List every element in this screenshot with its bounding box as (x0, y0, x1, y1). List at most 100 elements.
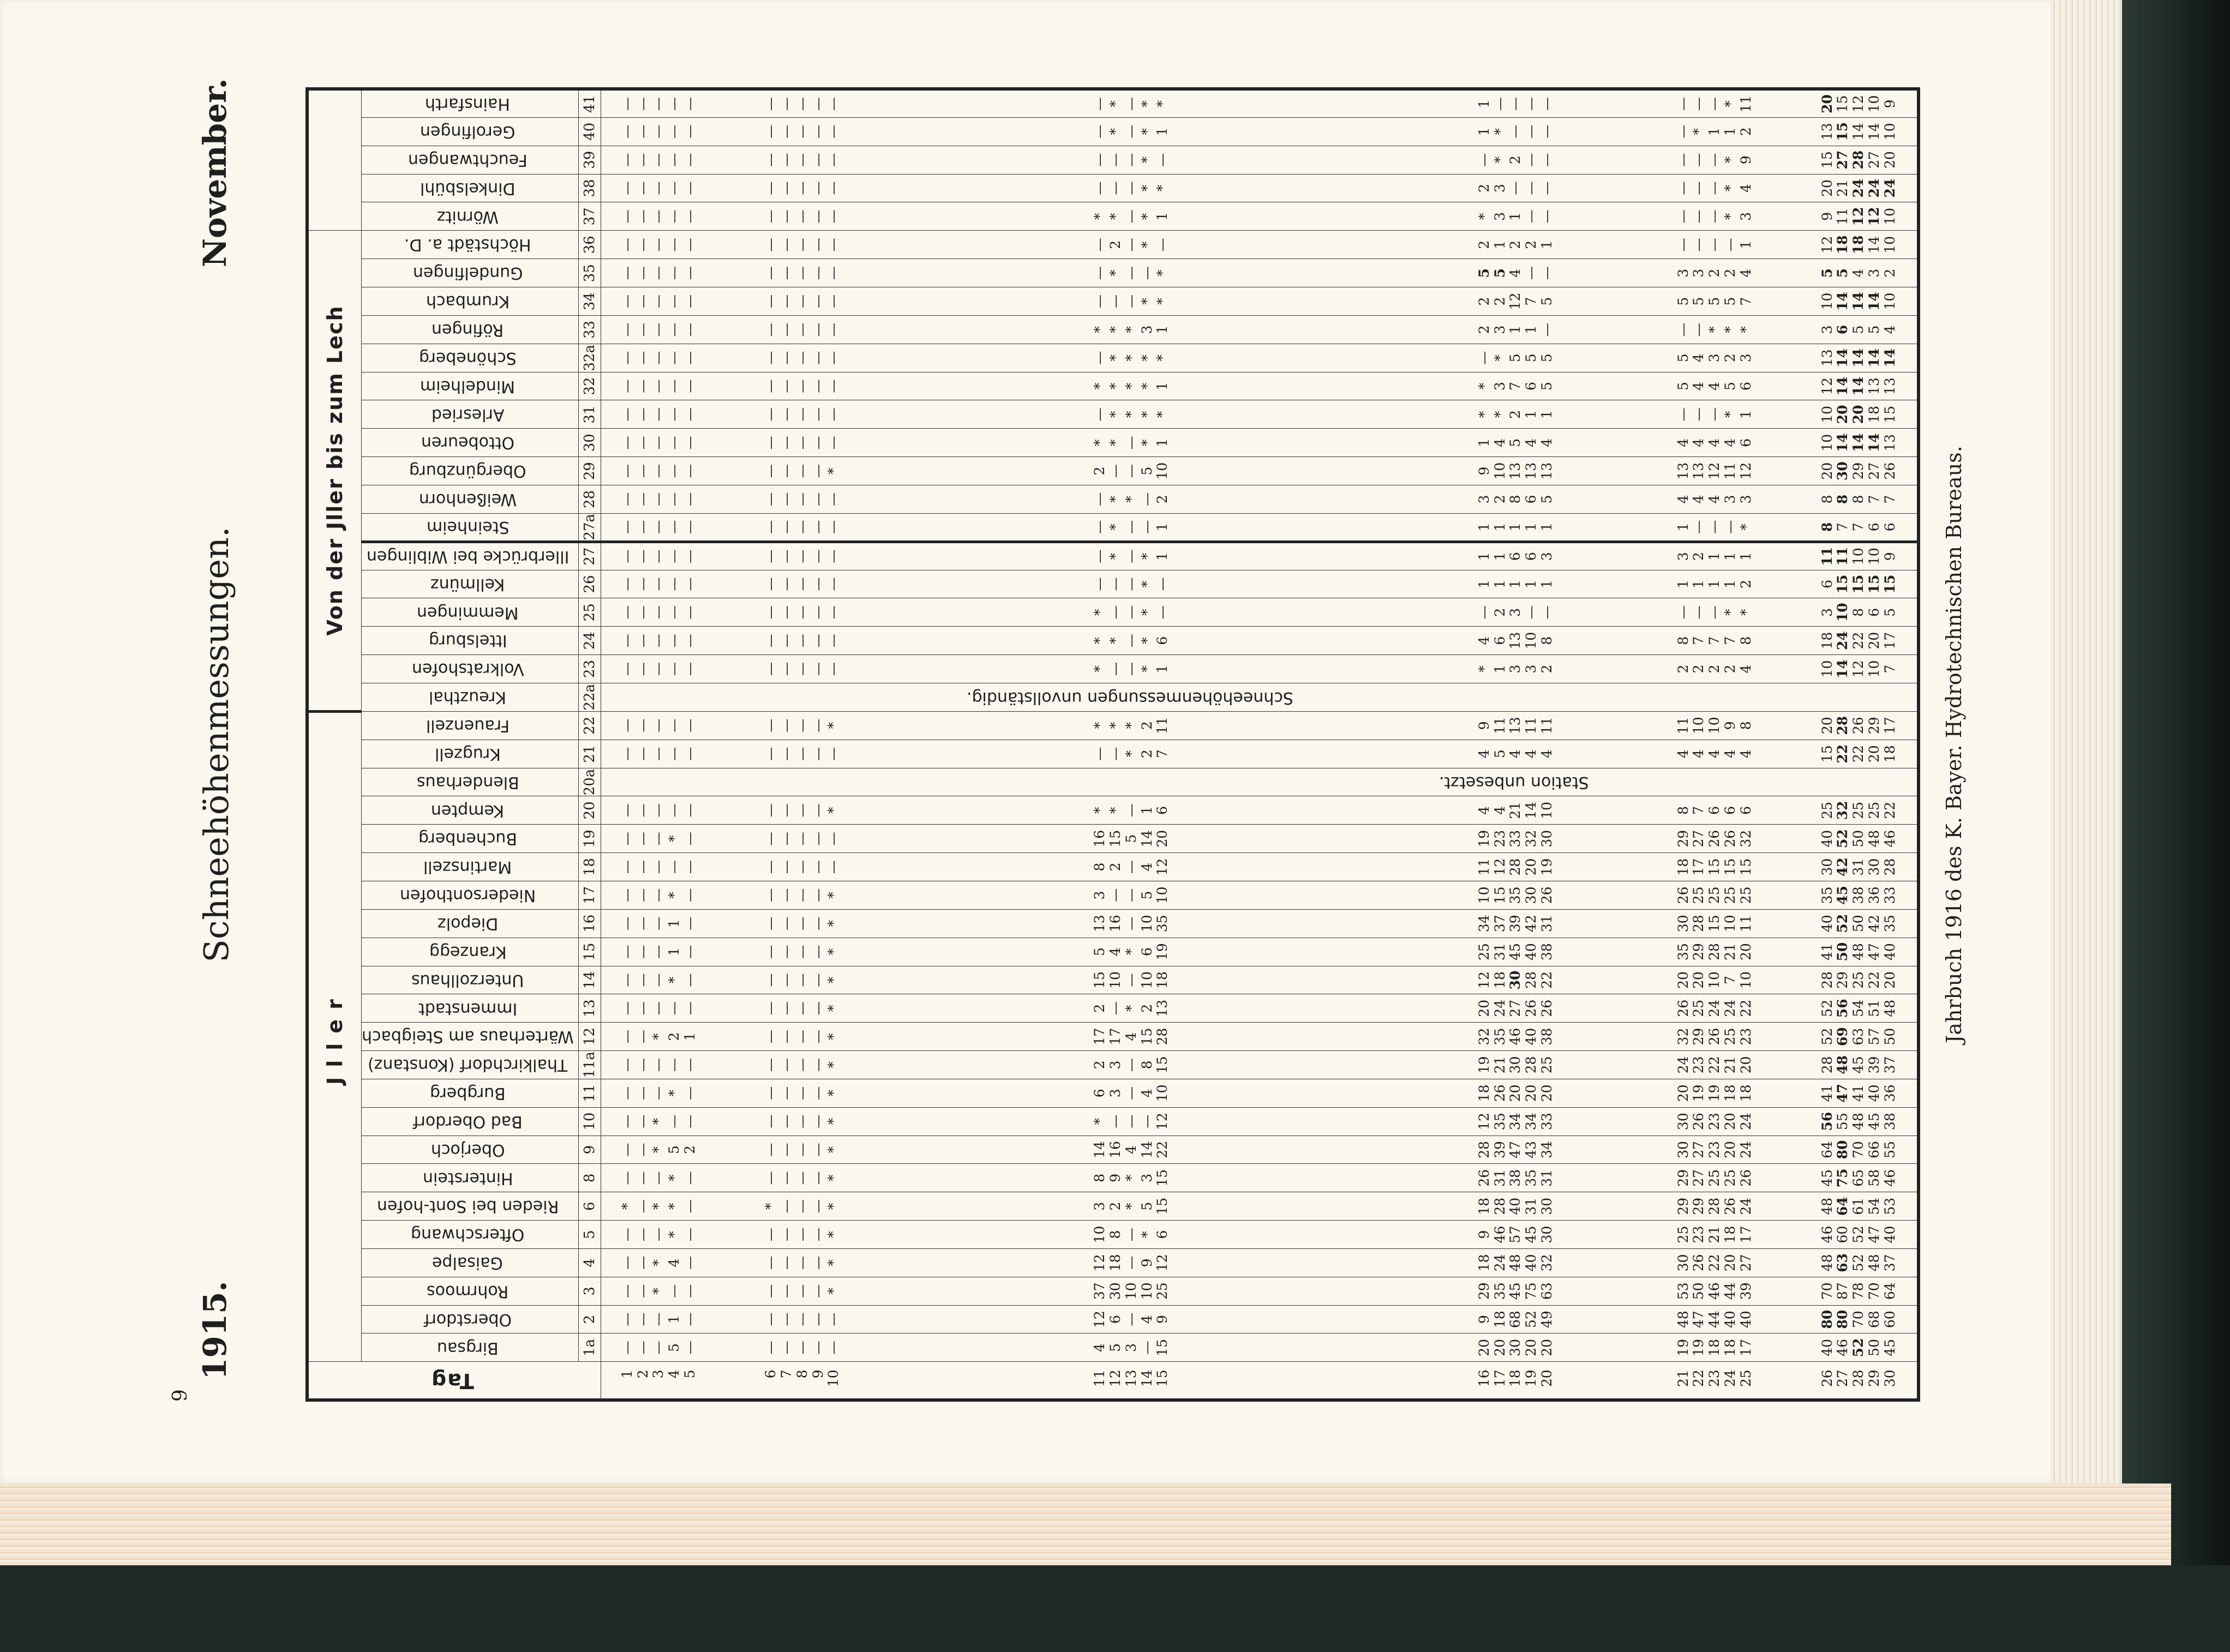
cell-value: 45 (1507, 1282, 1524, 1300)
station-header-38: Gundelfingen (361, 259, 579, 287)
gap-cell (1772, 230, 1801, 259)
data-cell: Station unbesetzt. (1402, 768, 1629, 796)
cell-value: 2 (1691, 664, 1707, 674)
cell-value: * (1154, 411, 1171, 418)
gap-cell (716, 626, 745, 655)
block-gap (716, 89, 745, 1400)
cell-value: 20 (1722, 1113, 1738, 1131)
data-cell: — — — — — (745, 654, 860, 683)
cell-value: — (1092, 124, 1108, 139)
cell-value: 23 (1737, 1028, 1754, 1046)
cell-value: 6 (1523, 382, 1539, 391)
book-bottom-edge (0, 1483, 2171, 1576)
cell-value: — (650, 747, 667, 761)
cell-value (1691, 683, 1707, 711)
gap-cell (1374, 1361, 1403, 1400)
cell-value: 6 (1107, 1315, 1124, 1324)
cell-value: — (650, 124, 667, 139)
cell-value: 10 (1154, 462, 1171, 480)
data-cell: — — * 2 7 (888, 740, 1375, 768)
cell-value: — (1691, 605, 1707, 620)
cell-value: 10 (1523, 632, 1539, 650)
cell-value: — (794, 492, 810, 506)
gap-cell (1628, 966, 1657, 994)
cell-value: 16 (1092, 830, 1108, 848)
cell-value: 18 (1476, 1254, 1492, 1272)
data-cell: — — — — — (601, 344, 717, 373)
cell-value: 1 (1691, 580, 1707, 588)
station-number: 6 (578, 1192, 601, 1221)
cell-value: 25 (1675, 1226, 1691, 1243)
cell-value: — (619, 1086, 635, 1100)
cell-value: 2 (1691, 552, 1707, 561)
data-cell: — — — — * (745, 711, 860, 740)
table-row: 1 2 3 4 5— — —5— — — —1— — — * — — — — * 4— — — — * — * — * * — — — — * —… (601, 89, 717, 1400)
cell-value: 8 (1850, 608, 1867, 617)
cell-value: 34 (1476, 915, 1492, 933)
gap-cell (1772, 1192, 1801, 1221)
cell-value: — (666, 520, 682, 534)
cell-value: — (763, 266, 779, 280)
day-column: 11 12 13 14 15 (888, 1361, 1375, 1400)
cell-value: * (1107, 100, 1124, 107)
cell-value: 70 (1850, 1311, 1867, 1328)
data-cell: 20 24 27 26 26 (1402, 994, 1629, 1023)
cell-value: 52 (1819, 1028, 1835, 1046)
data-cell: * — — — * (745, 1192, 860, 1221)
cell-value: 26 (1881, 462, 1898, 480)
cell-value: — (810, 832, 826, 846)
data-cell: 20 30 29 27 26 (1801, 456, 1919, 485)
cell-value: — (681, 1255, 698, 1270)
data-cell: — — — — — (745, 400, 860, 429)
cell-value: 2 (1154, 495, 1171, 504)
cell-value: * (1107, 496, 1124, 503)
cell-value: — (794, 209, 810, 224)
cell-value: — (794, 1030, 810, 1044)
gap-cell (1772, 1136, 1801, 1164)
cell-value: 14 (1881, 348, 1898, 368)
cell-value: 6 (1138, 947, 1155, 957)
cell-value: 9 (1722, 721, 1738, 730)
station-number: 20a (578, 768, 601, 796)
cell-value: — (810, 1228, 826, 1242)
cell-value: 14 (1850, 348, 1867, 368)
cell-value: 14 (1523, 801, 1539, 819)
cell-value: — (810, 1086, 826, 1100)
cell-value: 25 (1154, 1282, 1171, 1300)
cell-value: 10 (1154, 886, 1171, 904)
station-number: 33 (578, 315, 601, 344)
data-cell: 26 31 38 35 31 (1402, 1163, 1629, 1192)
data-cell: 26 25 25 25 25 (1657, 881, 1773, 910)
cell-value: — (810, 322, 826, 337)
cell-value: 15 (1092, 971, 1108, 989)
cell-value: — (794, 605, 810, 620)
station-name: Weißenhorn (418, 490, 517, 509)
cell-value: 29 (1691, 1197, 1707, 1215)
cell-value: — (825, 97, 842, 111)
gap-cell (716, 202, 745, 231)
cell-value: — (778, 747, 795, 761)
station-name: Hinterstein (422, 1168, 513, 1188)
cell-value: 31 (1538, 915, 1555, 933)
cell-value: 4 (1706, 438, 1722, 447)
gap-cell (716, 740, 745, 768)
cell-value: 15 (1835, 122, 1851, 141)
cell-value: 45 (1819, 1169, 1835, 1187)
cell-value: — (681, 577, 698, 591)
data-cell: 9 10 13 13 13 (1402, 456, 1629, 485)
cell-value: 4 (1523, 438, 1539, 447)
station-header-17: Martinszell (361, 852, 579, 881)
cell-value: 18 (1881, 745, 1898, 763)
gap-cell (1628, 146, 1657, 175)
cell-value: * (1123, 1174, 1139, 1182)
cell-value: 14 (1138, 1141, 1155, 1158)
cell-value: 2 (1737, 127, 1754, 136)
cell-value: 47 (1691, 1311, 1707, 1328)
day-number: 21 (1675, 1369, 1691, 1387)
cell-value: 13 (1538, 462, 1555, 480)
gap-cell (860, 1305, 889, 1333)
cell-value: * (1737, 609, 1754, 616)
gap-cell (1374, 485, 1403, 514)
cell-value: 37 (1092, 1282, 1108, 1300)
cell-value: 17 (1737, 1339, 1754, 1356)
